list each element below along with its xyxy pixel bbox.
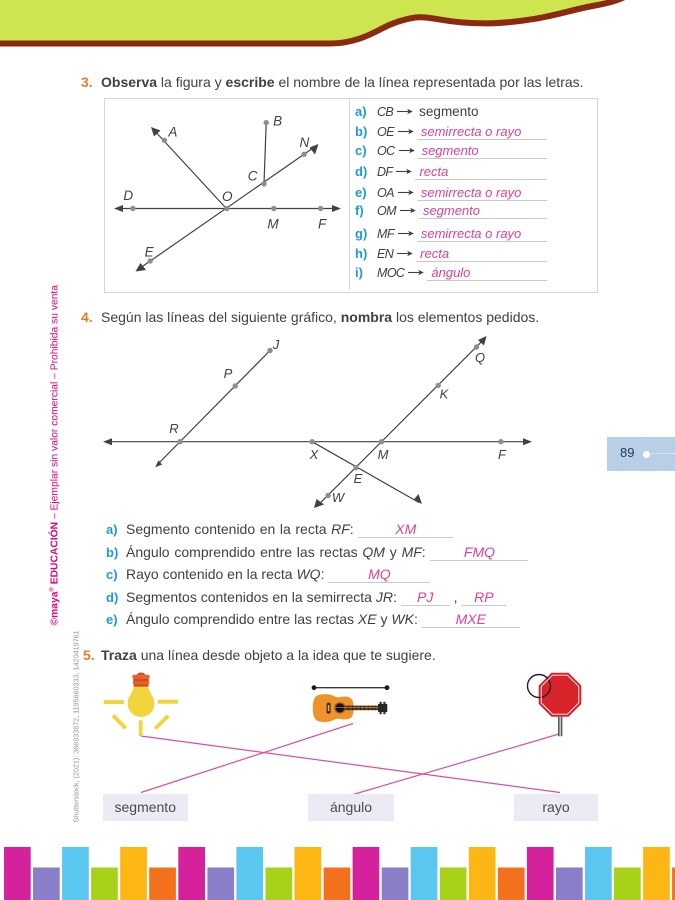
- svg-text:K: K: [440, 387, 450, 402]
- svg-text:F: F: [318, 216, 327, 231]
- svg-text:A: A: [167, 125, 177, 140]
- svg-text:E: E: [354, 471, 363, 486]
- svg-text:J: J: [272, 337, 280, 352]
- svg-text:M: M: [267, 216, 279, 231]
- svg-text:R: R: [169, 421, 178, 436]
- svg-text:C: C: [248, 169, 258, 184]
- svg-text:O: O: [222, 189, 233, 204]
- svg-text:X: X: [309, 447, 320, 462]
- svg-text:E: E: [145, 245, 155, 260]
- svg-text:M: M: [378, 447, 389, 462]
- svg-text:B: B: [273, 114, 282, 129]
- svg-text:Q: Q: [475, 350, 485, 365]
- svg-text:W: W: [332, 490, 346, 505]
- svg-text:F: F: [498, 447, 507, 462]
- svg-text:P: P: [224, 366, 233, 381]
- svg-text:D: D: [123, 188, 133, 203]
- svg-text:N: N: [300, 135, 310, 150]
